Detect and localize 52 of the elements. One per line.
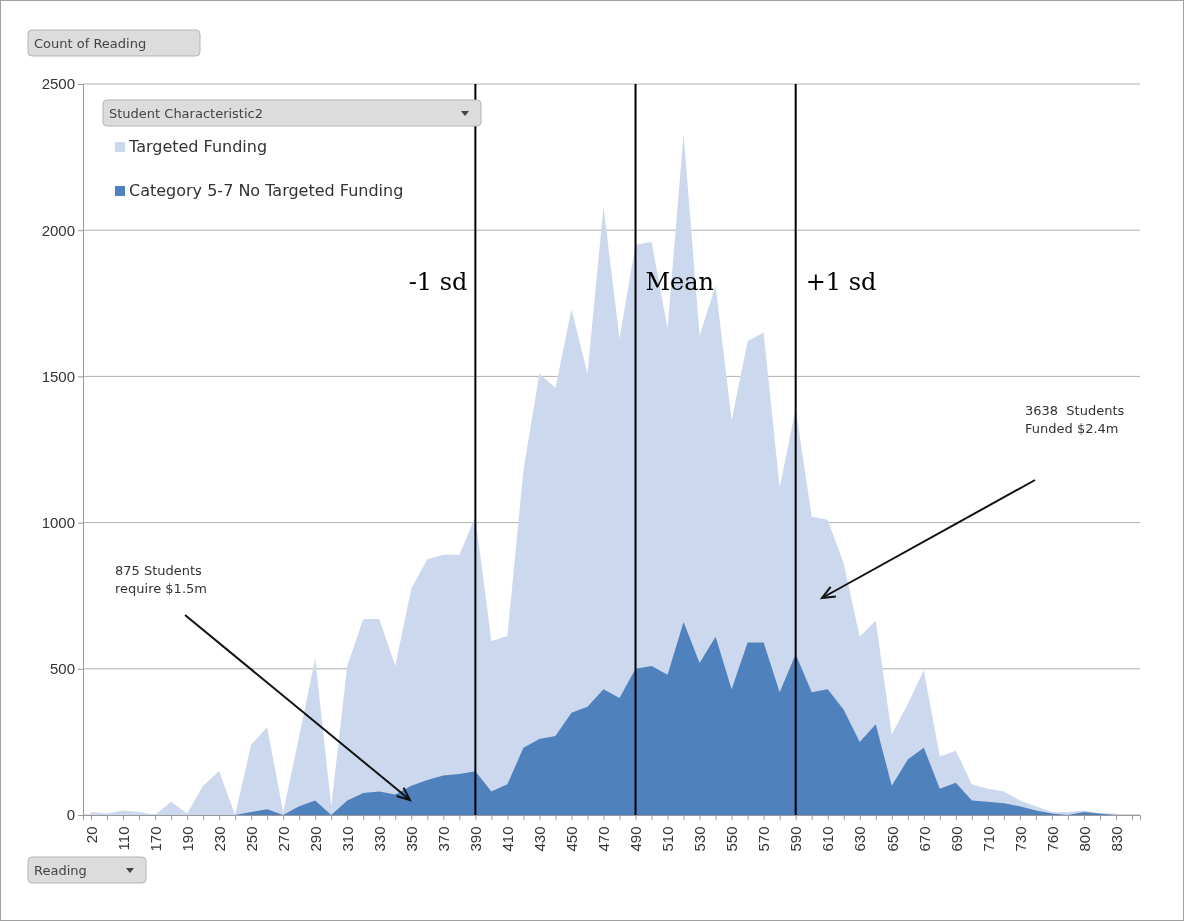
ref-line-label: +1 sd xyxy=(805,268,877,296)
x-tick-label: 230 xyxy=(210,826,228,852)
x-tick-label: 270 xyxy=(274,826,292,852)
x-tick-label: 690 xyxy=(947,826,965,852)
y-tick-label: 2000 xyxy=(41,221,75,239)
ref-line-label: -1 sd xyxy=(408,268,468,296)
field-button: Reading xyxy=(27,856,147,884)
x-tick-label: 830 xyxy=(1107,826,1125,852)
x-tick-label: 630 xyxy=(851,826,869,852)
x-tick-label: 350 xyxy=(403,826,421,852)
x-tick-label: 650 xyxy=(883,826,901,852)
legend-title: Student Characteristic2 xyxy=(109,106,264,121)
x-tick-label: 590 xyxy=(787,826,805,852)
x-tick-label: 430 xyxy=(531,826,549,852)
x-tick-label: 800 xyxy=(1075,826,1093,852)
x-tick-label: 110 xyxy=(114,826,132,851)
x-tick-label: 410 xyxy=(499,826,517,852)
x-tick-label: 250 xyxy=(242,826,260,852)
annotation: 875 Students require $1.5m xyxy=(115,563,207,596)
x-tick-label: 510 xyxy=(659,826,677,852)
y-tick-label: 1000 xyxy=(41,513,75,531)
y-tick-label: 0 xyxy=(66,806,75,824)
x-tick-label: 760 xyxy=(1043,826,1061,852)
y-tick-label: 500 xyxy=(49,660,75,678)
x-tick-label: 670 xyxy=(915,826,933,852)
x-tick-label: 710 xyxy=(979,826,997,852)
y-axis-title: Count of Reading xyxy=(34,36,147,51)
x-tick-label: 490 xyxy=(627,826,645,852)
x-tick-label: 190 xyxy=(178,826,196,852)
x-tick-label: 310 xyxy=(339,826,356,852)
x-tick-label: 550 xyxy=(723,826,741,852)
y-tick-label: 2500 xyxy=(41,75,75,93)
legend-label: Targeted Funding xyxy=(128,137,268,156)
x-tick-label: 290 xyxy=(306,826,324,852)
legend-label: Category 5-7 No Targeted Funding xyxy=(129,181,404,200)
x-tick-label: 610 xyxy=(819,826,837,852)
field-button: Student Characteristic2 xyxy=(102,99,482,127)
x-tick-label: 450 xyxy=(563,826,581,852)
x-tick-label: 20 xyxy=(82,826,100,844)
x-tick-label: 730 xyxy=(1011,826,1029,852)
ref-line-label: Mean xyxy=(645,268,715,296)
x-tick-label: 370 xyxy=(435,826,453,852)
x-tick-label: 470 xyxy=(595,826,613,852)
field-button: Count of Reading xyxy=(27,29,201,57)
x-tick-label: 530 xyxy=(691,826,709,852)
x-tick-label: 570 xyxy=(755,826,773,852)
y-tick-label: 1500 xyxy=(41,367,75,385)
annotation: 3638 Students Funded $2.4m xyxy=(1025,403,1125,436)
x-tick-label: 170 xyxy=(146,826,164,852)
x-tick-label: 390 xyxy=(467,826,485,852)
x-axis-title: Reading xyxy=(34,863,87,878)
x-tick-label: 330 xyxy=(371,826,389,852)
